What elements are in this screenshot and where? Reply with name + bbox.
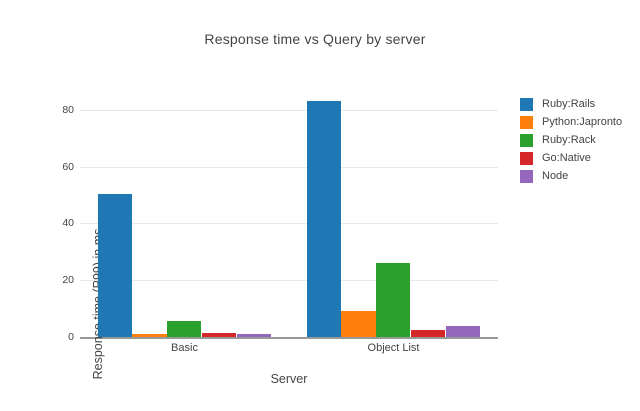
gridline-y80 <box>80 109 498 111</box>
bar-object-list-ruby-rack[interactable] <box>376 263 411 337</box>
y-tick-label-20: 20 <box>62 274 74 287</box>
legend: Ruby:Rails Python:Japronto Ruby:Rack Go:Nat… <box>520 95 622 185</box>
y-tick-label-40: 40 <box>62 217 74 230</box>
bar-basic-node[interactable] <box>236 333 271 337</box>
x-tick-label-basic: Basic <box>171 342 198 354</box>
bar-object-list-node[interactable] <box>445 326 480 337</box>
legend-swatch-icon <box>520 169 533 183</box>
legend-swatch-icon <box>520 151 533 165</box>
gridline-y20 <box>80 280 498 282</box>
chart-title: Response time vs Query by server <box>204 31 426 47</box>
gridline-y40 <box>80 223 498 225</box>
plot-area: Response time (P99) in ms <box>80 90 498 379</box>
gridline-y60 <box>80 166 498 168</box>
bar-basic-ruby-rack[interactable] <box>167 321 202 337</box>
legend-item-go-native[interactable]: Go:Native <box>520 149 622 167</box>
legend-item-python-japronto[interactable]: Python:Japronto <box>520 113 622 131</box>
bar-basic-go-native[interactable] <box>201 333 237 337</box>
legend-swatch-icon <box>520 133 533 147</box>
bar-basic-ruby-rails[interactable] <box>97 193 132 337</box>
bar-object-list-python-japronto[interactable] <box>341 311 376 337</box>
y-tick-label-0: 0 <box>68 331 74 343</box>
legend-label: Node <box>542 170 569 182</box>
bar-object-list-ruby-rails[interactable] <box>306 101 341 337</box>
bar-object-list-go-native[interactable] <box>410 329 446 337</box>
legend-item-ruby-rails[interactable]: Ruby:Rails <box>520 95 622 113</box>
legend-label: Go:Native <box>542 152 591 164</box>
x-axis-title: Server <box>270 372 308 386</box>
legend-item-ruby-rack[interactable]: Ruby:Rack <box>520 131 622 149</box>
bar-basic-python-japronto[interactable] <box>132 334 167 337</box>
y-tick-label-80: 80 <box>62 103 74 116</box>
x-tick-label-object-list: Object List <box>367 342 420 354</box>
legend-label: Python:Japronto <box>542 116 623 128</box>
legend-swatch-icon <box>520 97 533 111</box>
y-tick-label-60: 60 <box>62 160 74 173</box>
legend-label: Ruby:Rails <box>542 98 596 110</box>
legend-item-node[interactable]: Node <box>520 167 622 185</box>
legend-swatch-icon <box>520 115 533 129</box>
legend-label: Ruby:Rack <box>542 134 596 146</box>
